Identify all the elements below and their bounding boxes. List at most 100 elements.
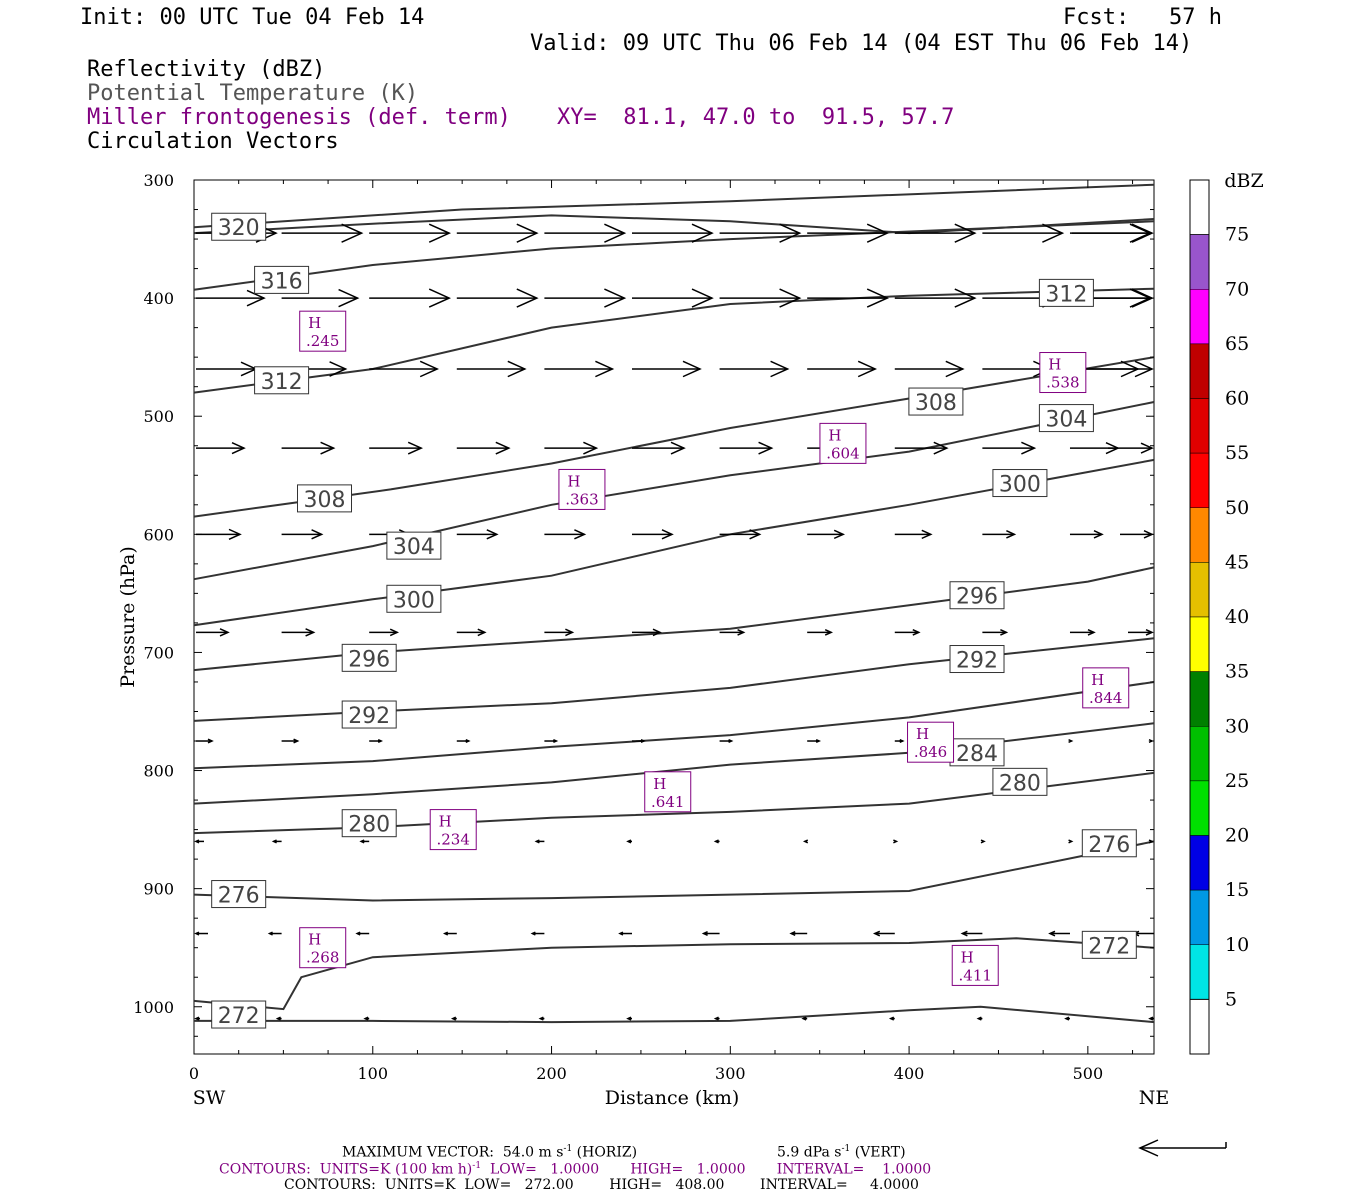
colorbar-cell — [1189, 944, 1210, 1000]
vector-head — [355, 931, 361, 936]
colorbar-cell — [1189, 616, 1210, 672]
circulation-vector — [196, 442, 246, 455]
circulation-vector — [713, 839, 720, 844]
circulation-vector — [1148, 839, 1154, 844]
vector-head — [194, 931, 200, 936]
circulation-vector — [894, 441, 949, 455]
theta-label-text: 300 — [393, 588, 435, 613]
theta-label: 308 — [908, 387, 964, 416]
circulation-vector — [888, 1016, 895, 1021]
circulation-vector — [194, 1016, 200, 1021]
cross-section-endpoints: XY= 81.1, 47.0 to 91.5, 57.7 — [557, 105, 955, 130]
circulation-vector — [980, 839, 986, 844]
circulation-vector — [281, 288, 360, 308]
high-letter: H — [1048, 356, 1061, 374]
frontogenesis-high: H.234 — [429, 809, 477, 851]
circulation-vector — [281, 529, 324, 540]
theta-label: 296 — [341, 643, 397, 672]
colorbar-frame — [1189, 179, 1210, 1055]
vector-head — [419, 360, 440, 378]
y-tick-label: 1000 — [133, 998, 174, 1017]
theta-contour-276 — [193, 840, 1155, 902]
vector-head — [407, 441, 424, 455]
vector-head — [486, 529, 499, 540]
theta-label-text: 292 — [956, 649, 998, 674]
theta-label: 304 — [1038, 404, 1094, 433]
theta-label: 320 — [211, 212, 267, 241]
vector-head — [595, 360, 615, 378]
x-tick-label: 0 — [189, 1064, 199, 1083]
vector-head — [779, 223, 802, 243]
vector-head — [338, 288, 360, 308]
circulation-vector — [872, 930, 895, 937]
colorbar-cell — [1189, 234, 1210, 290]
colorbar-cell — [1189, 507, 1210, 563]
circulation-vector — [369, 738, 384, 744]
theta-label-text: 312 — [1045, 282, 1087, 307]
vector-head — [194, 839, 200, 844]
vector-head — [945, 360, 965, 378]
theta-label-box — [949, 581, 1005, 610]
vector-head — [1087, 628, 1096, 636]
frontogenesis-high: H.846 — [907, 721, 955, 763]
theta-label-text: 292 — [348, 704, 390, 729]
circulation-vector — [271, 839, 282, 844]
circulation-vector — [369, 360, 440, 378]
circulation-vector — [894, 223, 977, 243]
circulation-vector — [194, 931, 208, 936]
frontogenesis-high: H.844 — [1082, 667, 1130, 709]
frontogenesis-high: H.538 — [1039, 352, 1087, 394]
y-tick-label: 600 — [143, 525, 174, 544]
circulation-vector — [631, 628, 662, 637]
circulation-vector — [196, 528, 242, 540]
theta-label-box — [386, 584, 442, 613]
theta-label-box — [992, 767, 1048, 796]
footer-contours-theta: CONTOURS: UNITS=K LOW= 272.00 HIGH= 408.… — [284, 1177, 919, 1193]
theta-contour-304 — [193, 401, 1155, 581]
circulation-vector — [456, 288, 539, 308]
theta-label-box — [254, 366, 310, 395]
x-tick-label: 100 — [357, 1064, 388, 1083]
theta-label-text: 280 — [348, 813, 390, 838]
colorbar-tick-label: 65 — [1225, 333, 1249, 355]
vector-head — [1064, 1016, 1070, 1021]
vector-head — [1145, 628, 1154, 636]
theta-label-box — [386, 531, 442, 560]
circulation-vector — [369, 288, 452, 308]
colorbar-cell — [1189, 398, 1210, 454]
circulation-vector — [982, 223, 1065, 243]
contours1-units: CONTOURS: UNITS=K (100 km h) — [219, 1161, 473, 1178]
circulation-vector — [807, 738, 822, 744]
x-axis-label: Distance (km) — [605, 1087, 740, 1109]
vector-head — [954, 288, 977, 308]
vector-head — [872, 930, 881, 937]
colorbar-tick-label: 35 — [1225, 661, 1249, 683]
circulation-vector — [267, 931, 282, 936]
vector-head — [976, 1016, 982, 1021]
plot-frame — [193, 179, 1155, 1055]
reference-vector-arrow — [1138, 1139, 1227, 1157]
vector-head — [866, 288, 890, 308]
vector-head — [516, 223, 539, 243]
circulation-vector — [893, 839, 899, 844]
circulation-vector — [1072, 223, 1154, 243]
vector-head — [271, 839, 277, 844]
vector-head — [833, 529, 846, 540]
theta-label-text: 276 — [1088, 833, 1130, 858]
circulation-vector — [631, 441, 686, 455]
theta-label-box — [211, 880, 267, 909]
colorbar-tick-label: 20 — [1225, 825, 1249, 847]
x-tick-label: 200 — [536, 1064, 567, 1083]
circulation-vector — [544, 628, 575, 637]
theta-label: 296 — [949, 581, 1005, 610]
vector-head — [450, 1016, 457, 1021]
vector-head — [801, 1016, 807, 1021]
vector-head — [604, 223, 627, 243]
circulation-vector — [801, 1016, 808, 1021]
vector-head — [194, 1016, 200, 1021]
vector-head — [789, 931, 796, 937]
vector-head — [1006, 530, 1017, 539]
colorbar-cell — [1189, 671, 1210, 727]
theta-label: 276 — [211, 880, 267, 909]
vector-head — [442, 931, 449, 936]
